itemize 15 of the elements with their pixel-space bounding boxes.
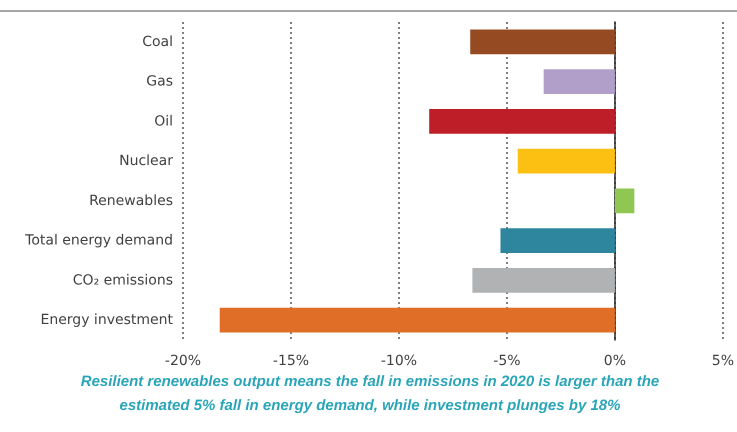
x-tick-label: 0% (604, 353, 626, 369)
y-tick-label: Oil (154, 113, 173, 130)
y-tick-label: Gas (146, 74, 173, 90)
y-tick-label: Renewables (89, 192, 173, 209)
x-tick-label: -5% (493, 353, 521, 369)
x-tick-label: -10% (380, 353, 418, 369)
x-tick-label: -20% (164, 353, 202, 369)
text: Resilient renewables output means the fall in emissions in 2020 is larger than the estimated 5% fall in energy demand, while investment plunges by 18% (80, 372, 660, 416)
y-tick-label: Coal (142, 34, 173, 50)
x-tick-label: -15% (272, 353, 310, 369)
x-tick-label: 5% (712, 353, 734, 369)
y-tick-label: Energy investment (40, 312, 174, 328)
y-tick-label: CO₂ emissions (72, 272, 173, 288)
y-tick-label: Nuclear (119, 153, 174, 170)
y-tick-label: Total energy demand (24, 232, 173, 249)
